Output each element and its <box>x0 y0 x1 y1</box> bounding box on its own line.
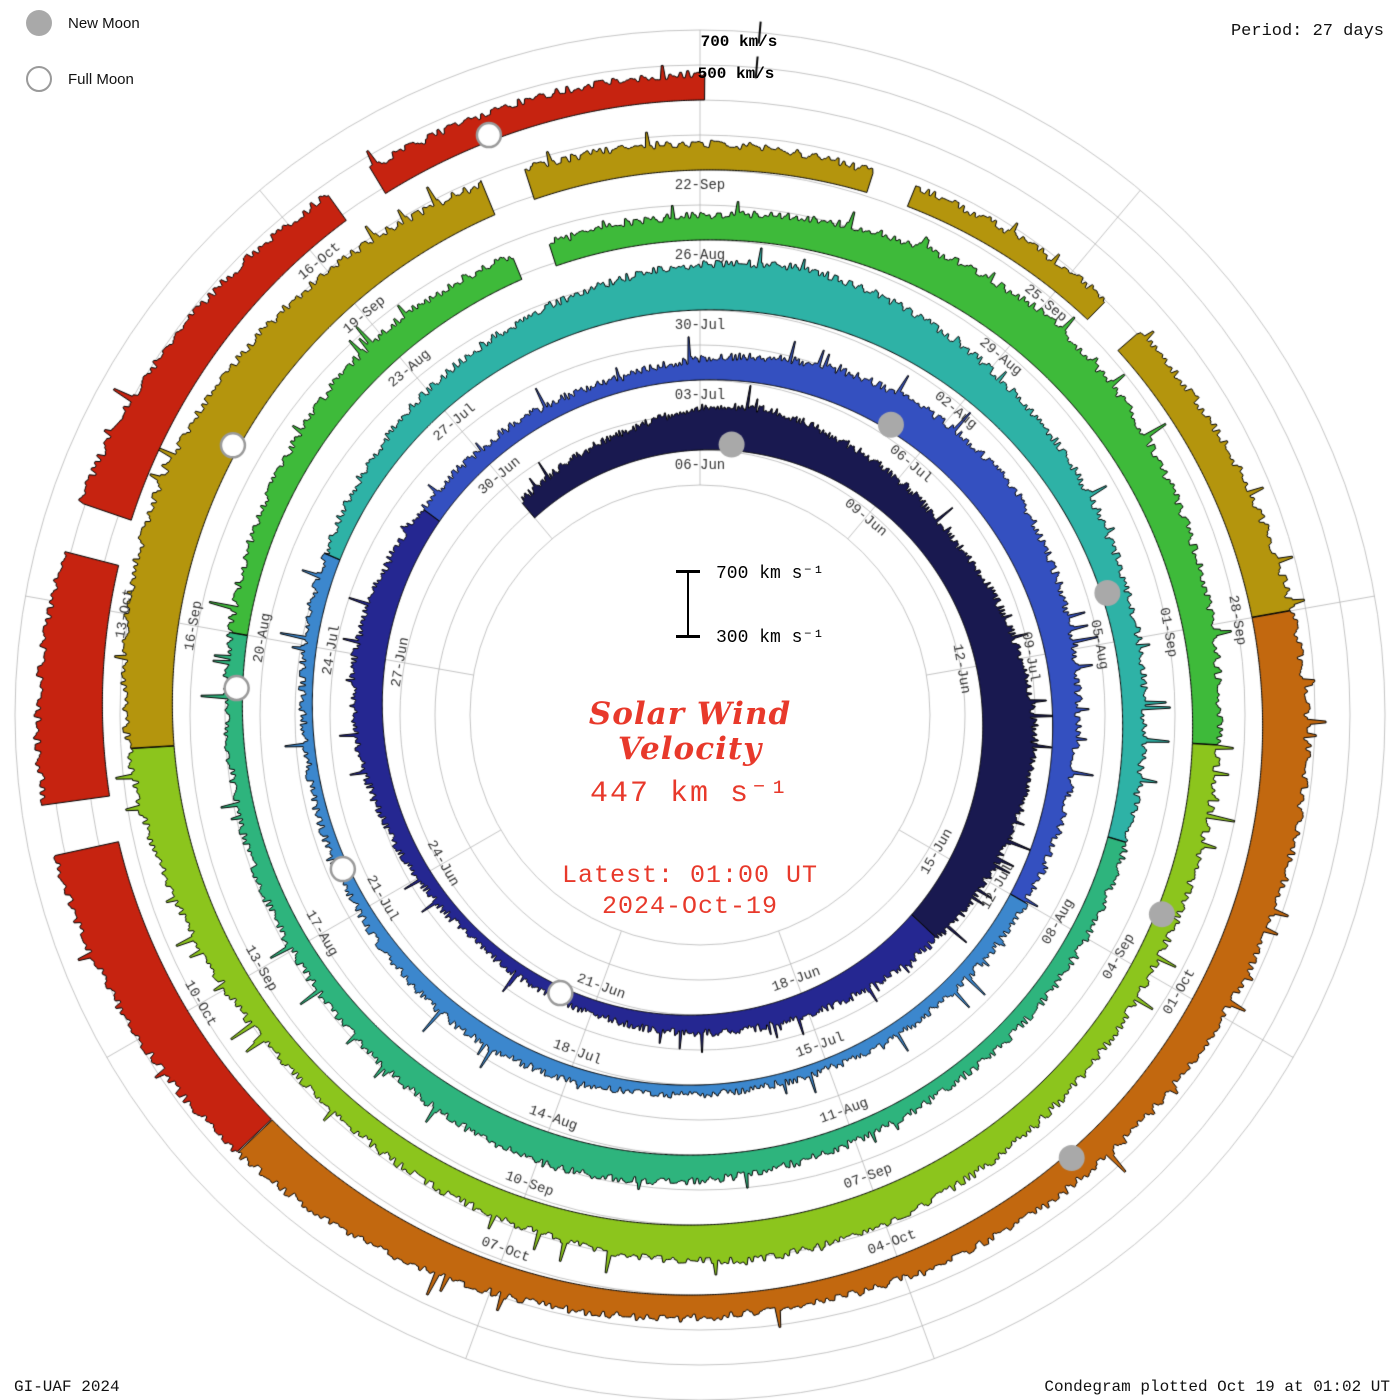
latest-time-line: Latest: 01:00 UT <box>561 861 819 890</box>
outer-scale-500-label: 500 km/s <box>697 65 775 83</box>
current-velocity-value: 447 km s⁻¹ <box>589 777 791 811</box>
chart-title-line2: Velocity <box>617 731 763 767</box>
latest-date-line: 2024-Oct-19 <box>601 892 779 921</box>
scale-bar-top-label: 700 km s⁻¹ <box>716 564 825 584</box>
latest-timestamp: Latest: 01:00 UT 2024-Oct-19 <box>450 860 930 922</box>
credit-label: GI-UAF 2024 <box>14 1378 120 1396</box>
period-label: Period: 27 days <box>1230 22 1384 41</box>
plotted-timestamp-label: Condegram plotted Oct 19 at 01:02 UT <box>1044 1378 1390 1396</box>
outer-scale-700-label: 700 km/s <box>700 33 778 51</box>
legend-row-full-moon: Full Moon <box>26 64 140 94</box>
full-moon-label: Full Moon <box>68 70 134 88</box>
chart-title-line1: Solar Wind <box>588 696 792 732</box>
scale-bar-line <box>687 572 689 638</box>
moon-legend: New Moon Full Moon <box>26 8 140 120</box>
new-moon-label: New Moon <box>68 14 140 32</box>
scale-bar-bottom-cap <box>676 635 700 638</box>
chart-title: Solar Wind Velocity <box>450 697 930 767</box>
legend-row-new-moon: New Moon <box>26 8 140 38</box>
new-moon-icon <box>26 10 52 36</box>
full-moon-icon <box>26 66 52 92</box>
scale-bar-bottom-label: 300 km s⁻¹ <box>716 628 825 648</box>
scale-bar-top-cap <box>676 570 700 573</box>
